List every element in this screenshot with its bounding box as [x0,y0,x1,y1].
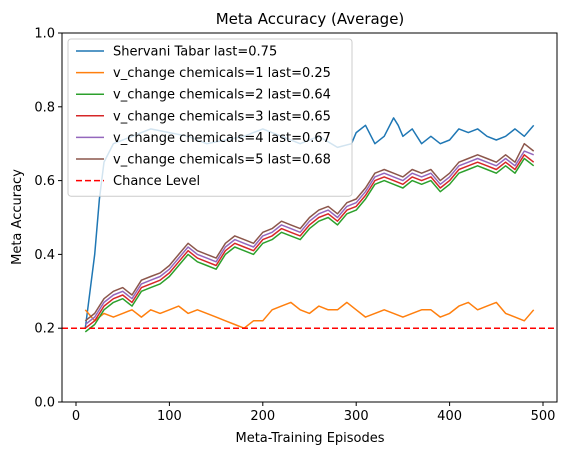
x-tick-label: 300 [344,409,369,424]
x-axis-ticks: 0 100 200 300 400 500 [72,402,556,424]
y-tick-label: 1.0 [34,27,55,42]
chart-title: Meta Accuracy (Average) [216,10,405,28]
legend-box [67,38,353,197]
y-tick-label: 0.2 [34,322,55,337]
y-tick-label: 0.8 [34,100,55,115]
series-line-3 [84,157,535,333]
x-tick-label: 0 [72,409,80,424]
x-tick-label: 400 [437,409,462,424]
x-axis-label: Meta-Training Episodes [235,431,384,446]
legend-label: Shervani Tabar last=0.75 [113,45,277,60]
legend-label: v_change chemicals=3 last=0.65 [113,109,331,124]
series-line-2 [84,301,535,329]
y-axis-label: Meta Accuracy [10,169,25,265]
legend-label: v_change chemicals=2 last=0.64 [113,88,331,103]
series-line-4 [84,154,535,329]
legend-label: Chance Level [113,174,200,189]
series-line-5 [84,150,534,326]
plot-frame [61,32,558,403]
legend-label: v_change chemicals=1 last=0.25 [113,66,331,81]
y-tick-label: 0.0 [34,396,55,411]
x-tick-label: 100 [157,409,182,424]
legend-label: v_change chemicals=4 last=0.67 [113,131,331,146]
y-tick-label: 0.4 [34,248,55,263]
legend: Shervani Tabar last=0.75 v_change chemica… [67,38,353,197]
x-tick-label: 200 [250,409,275,424]
y-tick-label: 0.6 [34,174,55,189]
legend-label: v_change chemicals=5 last=0.68 [113,153,331,168]
x-tick-label: 500 [531,409,556,424]
series-line-6 [84,142,535,322]
y-axis-ticks: 0.0 0.2 0.4 0.6 0.8 1.0 [34,27,62,411]
